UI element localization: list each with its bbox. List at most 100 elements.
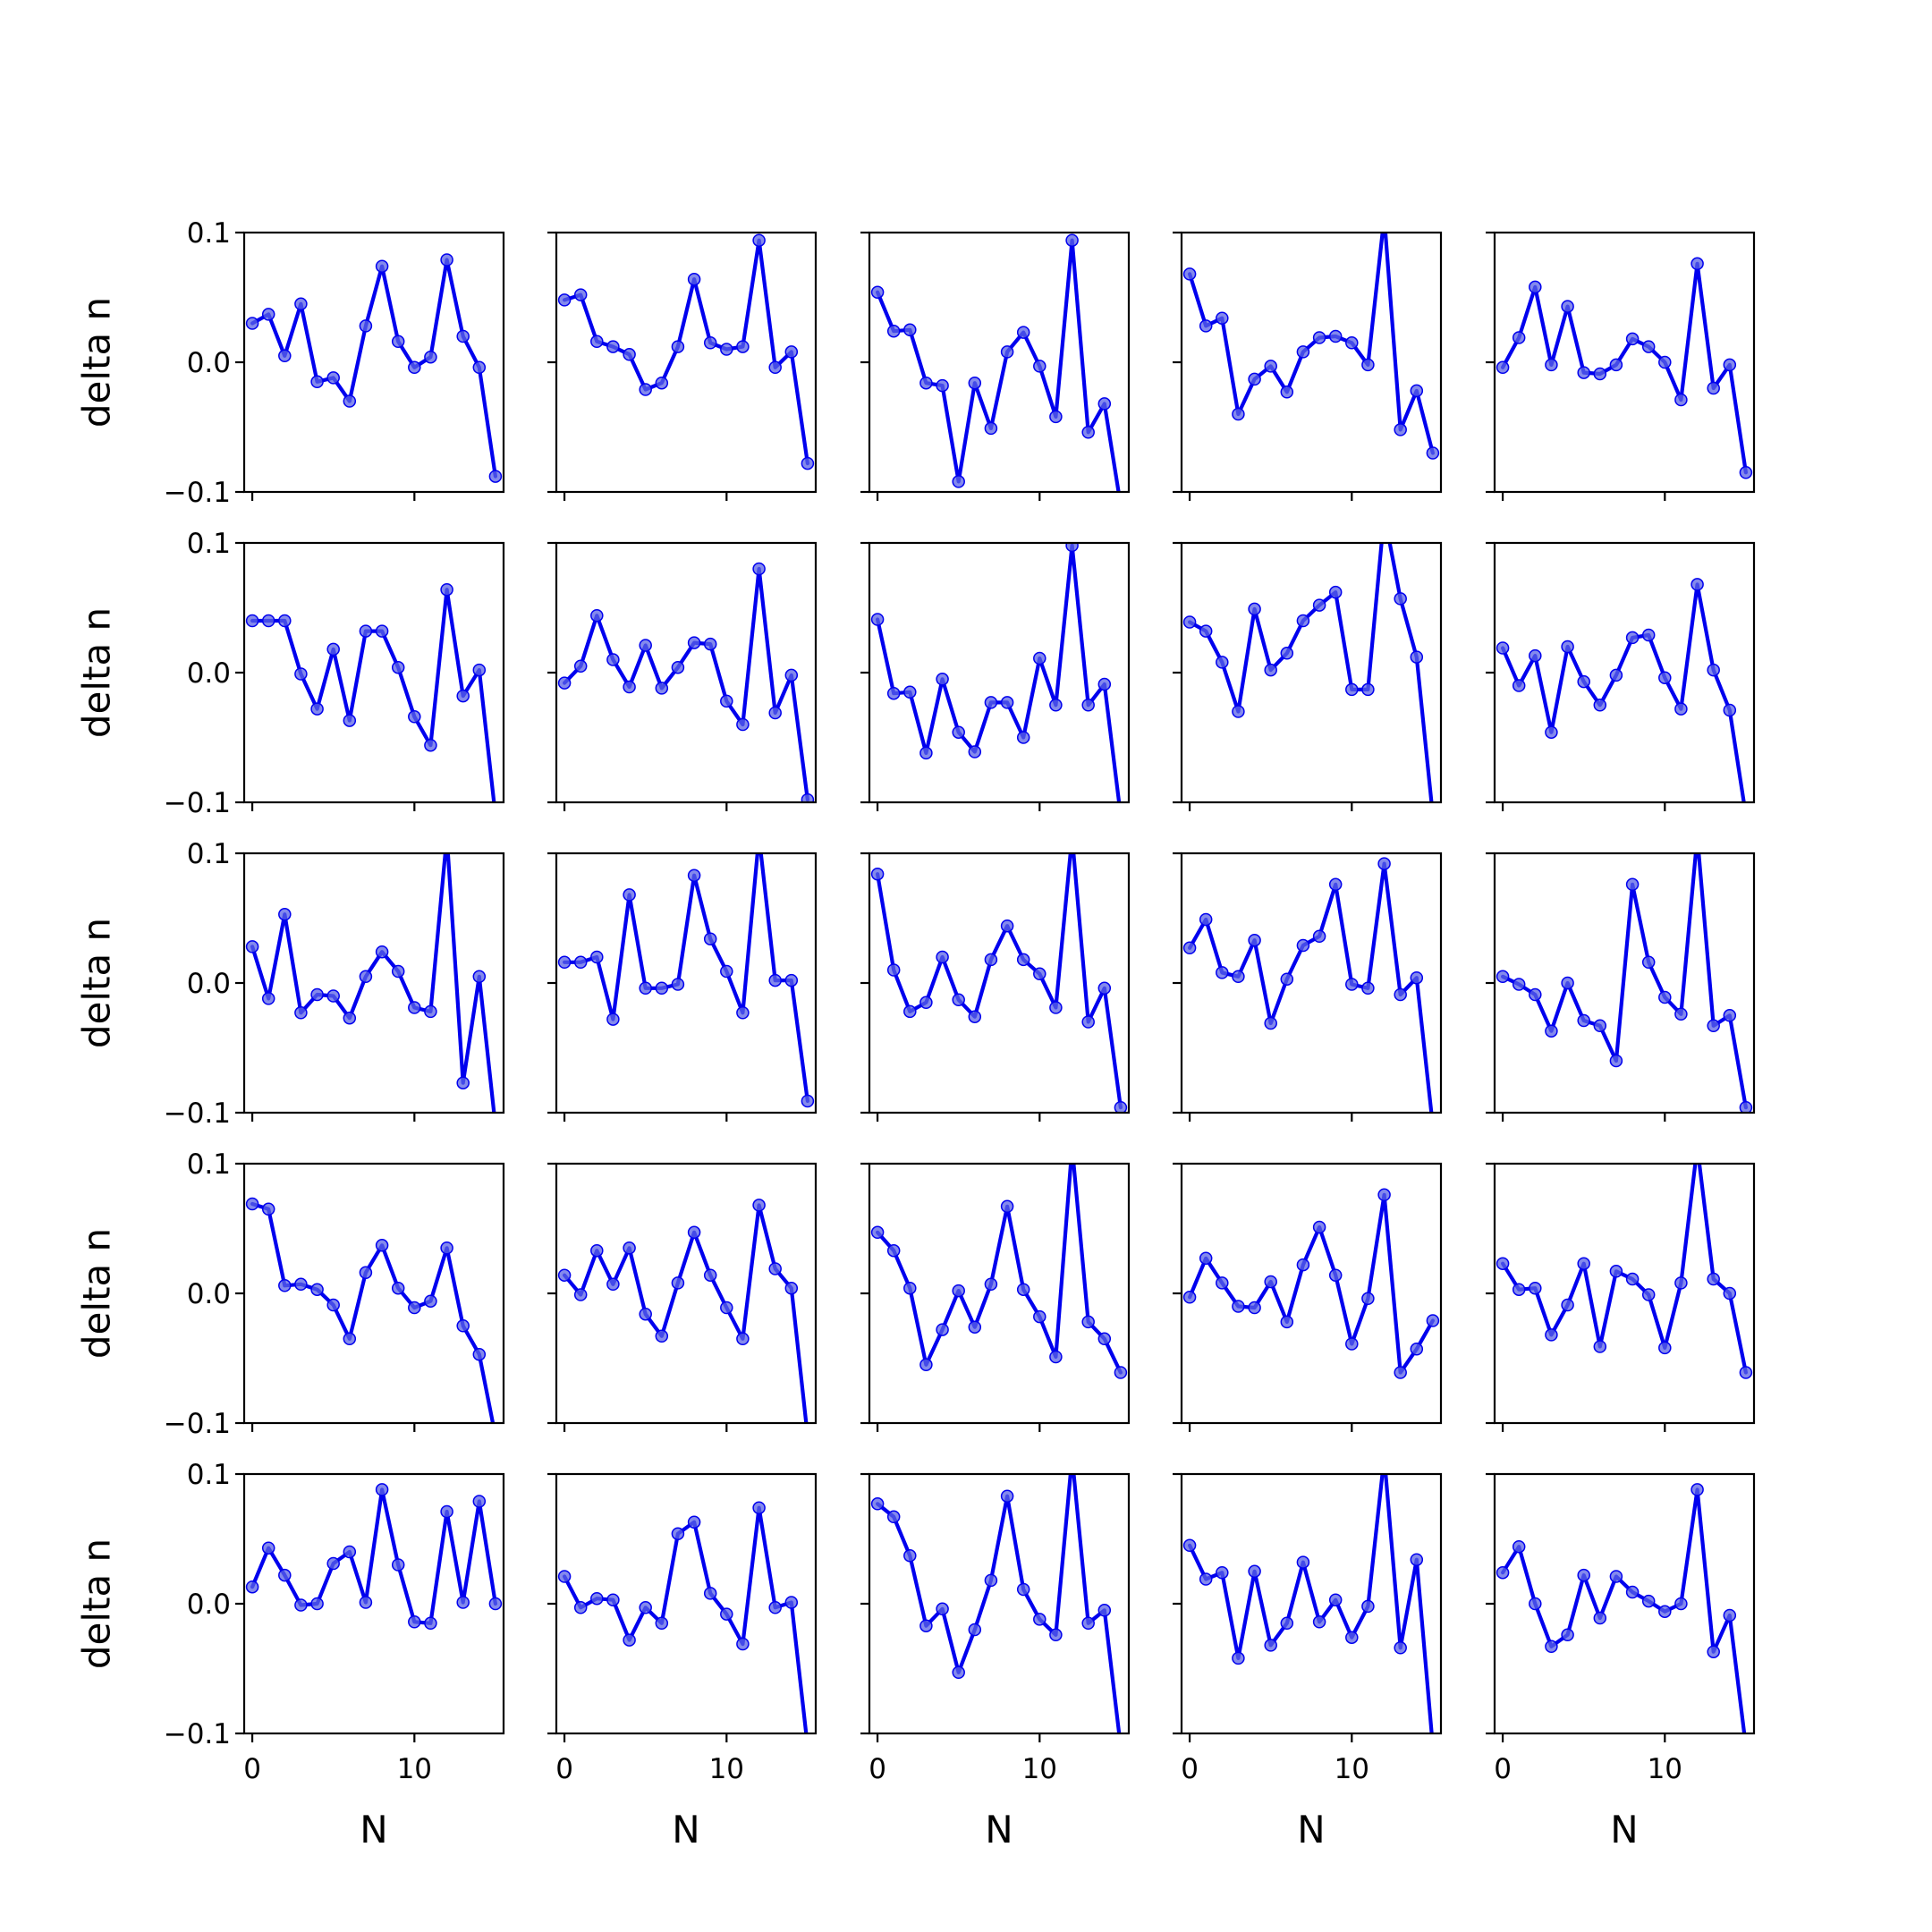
- series-line: [250, 258, 498, 479]
- data-point: [391, 1558, 405, 1572]
- data-point: [606, 1593, 620, 1606]
- data-point: [1723, 1009, 1737, 1022]
- data-point: [903, 1281, 917, 1295]
- data-point: [1081, 1616, 1095, 1631]
- data-point: [1216, 311, 1229, 325]
- data-point: [1328, 329, 1343, 343]
- series-line: [1187, 861, 1434, 1113]
- data-point: [1394, 987, 1407, 1002]
- data-point: [968, 1623, 982, 1637]
- data-point: [671, 978, 685, 991]
- data-point: [1049, 699, 1063, 712]
- data-point: [870, 867, 885, 881]
- y-tick-label: 0.1: [187, 528, 231, 560]
- data-point: [720, 694, 733, 708]
- data-point: [1361, 981, 1375, 996]
- data-point: [703, 637, 717, 651]
- data-point: [671, 1276, 685, 1290]
- data-point: [1216, 966, 1229, 979]
- x-tick-label: 0: [869, 1753, 886, 1785]
- data-point: [440, 253, 453, 267]
- data-point: [440, 1241, 453, 1255]
- data-point: [1216, 656, 1229, 669]
- data-point: [261, 1541, 275, 1555]
- y-tick-label: 0.1: [187, 217, 231, 250]
- data-point: [1280, 1616, 1294, 1631]
- data-point: [936, 378, 949, 393]
- data-point: [1312, 1615, 1326, 1629]
- data-point: [919, 996, 933, 1010]
- data-point: [1280, 1315, 1294, 1329]
- data-point: [278, 1568, 292, 1582]
- data-point: [1264, 1639, 1277, 1652]
- data-point: [1016, 1283, 1030, 1296]
- data-point: [671, 660, 685, 674]
- data-point: [1410, 650, 1424, 664]
- data-point: [1097, 1604, 1112, 1617]
- data-point: [1641, 1594, 1656, 1608]
- data-point: [623, 348, 636, 361]
- data-point: [886, 963, 901, 977]
- data-point: [573, 1288, 588, 1301]
- data-point: [1049, 1628, 1063, 1642]
- x-axis-label: N: [1297, 1808, 1325, 1852]
- data-point: [655, 981, 669, 996]
- data-point: [1065, 233, 1079, 247]
- data-point: [919, 376, 933, 390]
- data-point: [1529, 648, 1542, 663]
- data-point: [261, 992, 275, 1005]
- plot-area: [1496, 257, 1753, 479]
- data-point: [408, 1301, 421, 1315]
- data-point: [1232, 1300, 1245, 1313]
- data-point: [1097, 1332, 1112, 1346]
- data-point: [1577, 1257, 1590, 1270]
- data-point: [1739, 466, 1753, 479]
- series-line: [562, 238, 810, 466]
- series-line: [1500, 1164, 1749, 1375]
- data-point: [488, 1597, 503, 1611]
- data-point: [936, 950, 949, 964]
- data-point: [768, 1601, 782, 1614]
- data-point: [424, 738, 437, 752]
- data-point: [606, 1277, 620, 1292]
- data-point: [1577, 1568, 1590, 1582]
- data-point: [703, 1587, 717, 1600]
- x-axis-label: N: [1610, 1808, 1638, 1852]
- series-line: [1500, 1487, 1747, 1733]
- data-point: [639, 981, 652, 996]
- data-point: [573, 1601, 588, 1614]
- data-point: [261, 614, 275, 628]
- data-point: [408, 360, 421, 375]
- data-point: [1658, 671, 1672, 685]
- data-point: [1674, 1597, 1688, 1611]
- data-point: [1561, 1298, 1574, 1312]
- y-tick-label: −0.1: [164, 477, 231, 509]
- data-point: [606, 1013, 620, 1026]
- series-line: [875, 853, 1123, 1110]
- data-point: [936, 673, 949, 686]
- series-line: [250, 853, 496, 1113]
- data-point: [1593, 367, 1607, 381]
- data-point: [1049, 1350, 1063, 1364]
- y-tick-label: 0.1: [187, 1148, 231, 1181]
- data-point: [919, 1619, 933, 1632]
- data-point: [424, 1004, 437, 1019]
- plot-area: [245, 1197, 496, 1423]
- data-point: [1182, 941, 1197, 955]
- data-point: [1328, 1593, 1343, 1606]
- data-point: [1577, 1013, 1590, 1028]
- y-tick-label: 0.0: [187, 1278, 231, 1310]
- data-point: [752, 562, 766, 576]
- data-point: [1707, 1645, 1720, 1658]
- data-point: [1361, 682, 1375, 697]
- plot-area: [1496, 1483, 1747, 1733]
- plot-area: [557, 562, 815, 802]
- data-point: [1081, 1315, 1095, 1329]
- data-point: [984, 1277, 998, 1292]
- x-axis-label: N: [360, 1808, 387, 1852]
- data-point: [1312, 331, 1326, 344]
- plot-area: [870, 1474, 1122, 1733]
- panel-2-4: [1173, 541, 1443, 811]
- data-point: [1658, 1605, 1672, 1618]
- panel-3-5: [1486, 852, 1756, 1122]
